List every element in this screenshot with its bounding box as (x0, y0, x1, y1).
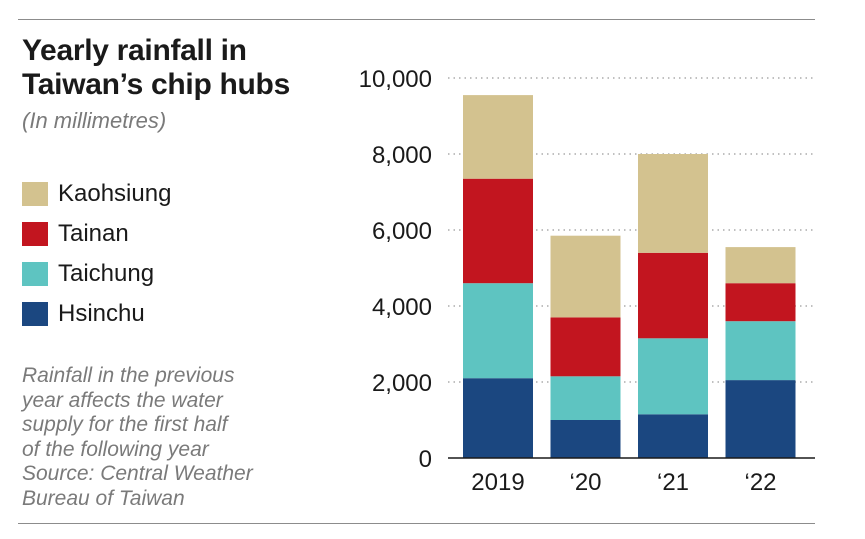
top-rule (18, 19, 815, 20)
y-tick-label: 10,000 (359, 66, 432, 93)
x-axis-ticks: 2019 ‘20 ‘21 ‘22 (448, 457, 815, 496)
chart-subtitle: (In millimetres) (22, 108, 167, 133)
bar-tainan (550, 317, 621, 377)
bar-kaohsiung (550, 235, 621, 318)
legend-label-kaohsiung: Kaohsiung (58, 180, 172, 207)
x-tick-label: 2019 (471, 469, 524, 496)
legend: Kaohsiung Tainan Taichung Hsinchu (22, 174, 171, 334)
note-line-5: Source: Central Weather (22, 462, 253, 485)
legend-swatch-hsinchu (22, 302, 48, 326)
bar-hsinchu (463, 378, 533, 458)
y-tick-label: 2,000 (372, 370, 432, 397)
bar-tainan (463, 178, 533, 284)
bar-taichung (638, 338, 708, 415)
y-tick-label: 0 (419, 446, 432, 473)
legend-label-taichung: Taichung (58, 260, 155, 287)
legend-item-kaohsiung: Kaohsiung (22, 174, 171, 214)
bar-hsinchu (550, 420, 621, 458)
bar-hsinchu (725, 380, 796, 458)
bar-kaohsiung (463, 95, 533, 179)
x-tick-label: ‘20 (569, 469, 601, 496)
y-tick-label: 6,000 (372, 218, 432, 245)
note-line-3: supply for the first half (22, 413, 228, 436)
note-line-2: year affects the water (22, 388, 223, 412)
y-tick-label: 8,000 (372, 142, 432, 169)
bar-kaohsiung (638, 154, 708, 253)
x-tick-label: ‘21 (657, 469, 689, 496)
legend-label-tainan: Tainan (58, 220, 129, 247)
note-line-4: of the following year (22, 437, 209, 461)
bars (463, 95, 796, 458)
bottom-rule (18, 523, 815, 524)
bar-kaohsiung (725, 247, 796, 284)
legend-item-taichung: Taichung (22, 254, 171, 294)
bar-taichung (725, 321, 796, 381)
title-line-1: Yearly rainfall in (22, 34, 247, 67)
legend-item-tainan: Tainan (22, 214, 171, 254)
legend-swatch-taichung (22, 262, 48, 286)
bar-taichung (463, 283, 533, 379)
x-tick-label: ‘22 (744, 469, 776, 496)
legend-swatch-kaohsiung (22, 182, 48, 206)
bar-taichung (550, 376, 621, 420)
y-axis-ticks: 0 2,000 4,000 6,000 8,000 10,000 (359, 66, 432, 473)
bar-hsinchu (638, 414, 708, 458)
title-line-2: Taiwan’s chip hubs (22, 68, 290, 101)
chart-note: Rainfall in the previous year affects th… (22, 364, 342, 511)
y-tick-label: 4,000 (372, 294, 432, 321)
legend-swatch-tainan (22, 222, 48, 246)
legend-item-hsinchu: Hsinchu (22, 294, 171, 334)
note-line-1: Rainfall in the previous (22, 364, 235, 387)
bar-tainan (638, 252, 708, 339)
legend-label-hsinchu: Hsinchu (58, 300, 145, 327)
chart-title: Yearly rainfall in Taiwan’s chip hubs (22, 34, 352, 102)
note-line-6: Bureau of Taiwan (22, 486, 185, 510)
bar-tainan (725, 283, 796, 322)
